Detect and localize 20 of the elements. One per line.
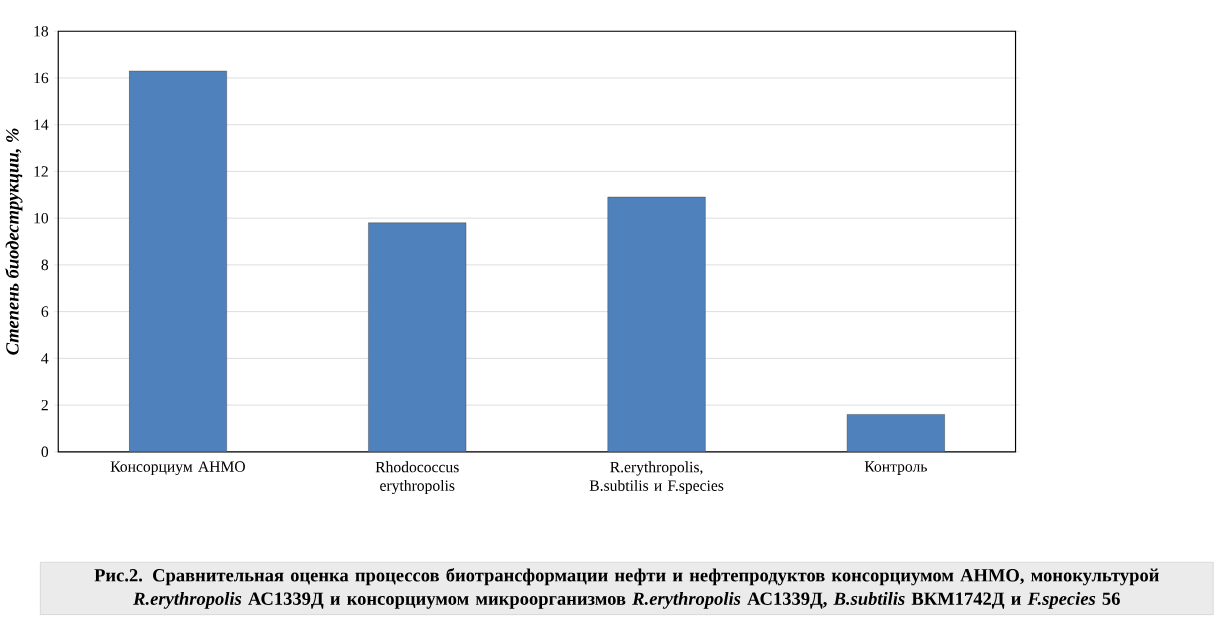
y-tick-label: 6 <box>41 306 49 317</box>
x-tick-label: Контроль <box>864 461 927 475</box>
text: Рис.2. Сравнительная оценка процессов биотрансформации нефти и нефтепродуктов консорциумом АНМО, монокультурой R.erythropolis АС1339Д и консорциумом микроорганизмов R.erythropolis АС1339Д, B.subtilis ВКМ1742Д и F.species 56 <box>94 567 1159 609</box>
y-tick-label: 4 <box>41 353 49 364</box>
x-tick-label: R.erythropolis, B.subtilis и F.species <box>589 461 724 494</box>
bar <box>368 222 467 452</box>
y-tick-label: 8 <box>41 259 49 271</box>
y-tick-label: 0 <box>41 446 49 457</box>
bar <box>607 196 706 452</box>
y-tick-label: 12 <box>34 166 48 177</box>
bar <box>128 70 227 452</box>
y-axis-title: Степень биодеструкции, % <box>5 128 23 355</box>
bar <box>846 414 945 452</box>
y-tick-label: 16 <box>34 72 49 84</box>
y-tick-label: 2 <box>41 399 48 411</box>
y-tick-label: 18 <box>34 25 49 37</box>
x-tick-label: Rhodococcus erythropolis <box>375 461 459 494</box>
y-tick-label: 10 <box>34 212 49 224</box>
y-tick-label: 14 <box>34 119 49 130</box>
x-tick-label: Консорциум АНМО <box>110 461 245 475</box>
